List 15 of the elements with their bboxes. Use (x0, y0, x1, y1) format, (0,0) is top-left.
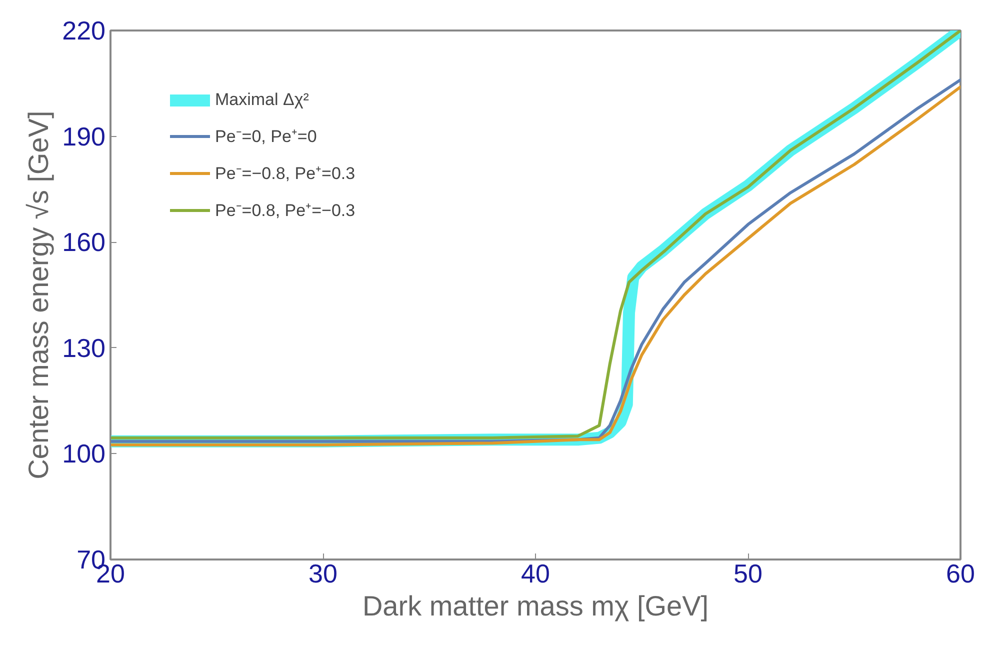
x-tick-label: 60 (946, 558, 975, 588)
x-tick-label: 30 (308, 558, 338, 588)
legend-label: Maximal Δχ² (215, 90, 309, 110)
x-tick-label: 40 (521, 558, 550, 588)
legend-label: Pe⁻=0, Pe⁺=0 (215, 126, 317, 147)
y-tick-label: 190 (62, 121, 106, 152)
legend-label: Pe⁻=−0.8, Pe⁺=0.3 (215, 163, 356, 184)
y-tick-label: 130 (62, 332, 106, 363)
y-tick-label: 100 (62, 438, 106, 469)
y-tick-label: 220 (62, 16, 106, 46)
x-axis-title: Dark matter mass mχ [GeV] (362, 590, 709, 622)
x-tick-label: 50 (734, 558, 762, 588)
legend-label: Pe⁻=0.8, Pe⁺=−0.3 (215, 200, 356, 221)
y-tick-label: 160 (62, 227, 106, 258)
y-axis-title: Center mass energy √s [GeV] (23, 110, 54, 480)
